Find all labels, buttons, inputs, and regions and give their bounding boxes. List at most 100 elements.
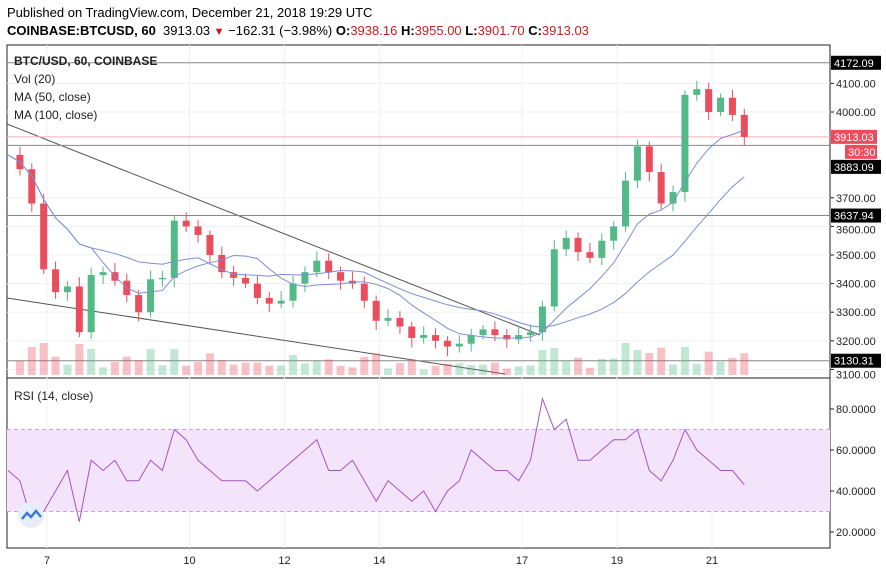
- volume-bar: [182, 365, 191, 375]
- y-tick-label: 3400.00: [836, 279, 876, 291]
- candle-body: [740, 114, 748, 137]
- x-tick-label: 19: [611, 555, 623, 567]
- ma100-line: [7, 154, 745, 328]
- legend-ma100[interactable]: MA (100, close): [14, 108, 98, 122]
- volume-bar: [75, 344, 84, 375]
- candle-body: [325, 260, 333, 273]
- volume-bar: [170, 349, 179, 375]
- volume-bar: [621, 343, 630, 375]
- rsi-tick-label: 60.0000: [836, 445, 876, 457]
- x-tick-label: 14: [373, 555, 385, 567]
- candle-body: [515, 335, 523, 340]
- x-tick-label: 17: [516, 555, 528, 567]
- volume-bar: [395, 363, 404, 375]
- volume-bar: [562, 361, 571, 375]
- volume-bar: [680, 347, 689, 375]
- volume-bar: [265, 365, 274, 375]
- volume-bar: [110, 362, 119, 375]
- candle-body: [52, 269, 60, 293]
- volume-bar: [229, 364, 238, 375]
- price-change: −162.31 (−3.98%): [228, 23, 333, 38]
- close-value: 3913.03: [541, 23, 589, 38]
- volume-bar: [39, 343, 48, 375]
- x-tick-label: 7: [44, 555, 50, 567]
- volume-bar: [407, 359, 416, 375]
- candle-body: [218, 255, 226, 273]
- candle-body: [265, 297, 273, 304]
- y-tick-label: 4100.00: [836, 78, 876, 90]
- rsi-tick-label: 80.0000: [836, 404, 876, 416]
- volume-bar: [146, 348, 155, 375]
- countdown-badge: [845, 144, 877, 159]
- volume-bar: [360, 357, 369, 375]
- level-label: 4172.09: [834, 58, 874, 70]
- legend-ma50[interactable]: MA (50, close): [14, 90, 91, 104]
- candle-body: [87, 275, 95, 333]
- volume-bar: [716, 361, 725, 375]
- rsi-line: [7, 396, 745, 523]
- volume-bar: [241, 362, 250, 375]
- rsi-band: [7, 429, 830, 512]
- level-label: 3637.94: [834, 211, 874, 223]
- volume-bar: [538, 350, 547, 375]
- candle-body: [182, 220, 190, 227]
- candle-body: [717, 97, 725, 112]
- legend-title: BTC/USD, 60, COINBASE: [14, 54, 158, 68]
- candle-body: [598, 240, 606, 258]
- candle-body: [75, 286, 83, 333]
- legend-vol[interactable]: Vol (20): [14, 72, 56, 86]
- legend-rsi[interactable]: RSI (14, close): [14, 389, 94, 403]
- y-tick-label: 4000.00: [836, 107, 876, 119]
- symbol-line: COINBASE:BTCUSD, 60 3913.03 ▼ −162.31 (−…: [7, 23, 589, 38]
- volume-bar: [574, 357, 583, 375]
- x-tick-label: 10: [183, 555, 195, 567]
- low-value: 3901.70: [477, 23, 525, 38]
- level-badge: [831, 55, 881, 70]
- volume-bar: [253, 362, 262, 375]
- ma50-line: [7, 129, 745, 339]
- volume-bar: [158, 365, 167, 375]
- candle-body: [645, 146, 653, 173]
- candle-body: [158, 277, 166, 280]
- volume-bar: [194, 362, 203, 375]
- candle-body: [135, 295, 143, 313]
- candle-body: [230, 272, 238, 278]
- candle-body: [705, 89, 713, 112]
- volume-bar: [312, 361, 321, 375]
- volume-bar: [479, 364, 488, 375]
- published-line: Published on TradingView.com, December 2…: [7, 5, 373, 20]
- volume-bar: [134, 360, 143, 375]
- volume-bar: [51, 356, 60, 375]
- volume-bar: [728, 358, 737, 375]
- candle-body: [277, 300, 285, 304]
- candle-body: [40, 203, 48, 270]
- volume-bar: [122, 356, 131, 375]
- level-label: 3883.09: [834, 162, 874, 174]
- high-value: 3955.00: [414, 23, 462, 38]
- volume-bar: [15, 360, 24, 375]
- candle-body: [170, 220, 178, 278]
- volume-bar: [526, 365, 535, 375]
- candle-body: [503, 335, 511, 340]
- candle-body: [455, 343, 463, 347]
- volume-bar: [467, 365, 476, 375]
- volume-bar: [657, 347, 666, 375]
- tradingview-logo-icon: [21, 509, 42, 520]
- volume-bar: [384, 368, 393, 375]
- candle-body: [622, 180, 630, 227]
- last-price-badge: [831, 129, 877, 144]
- volume-bar: [217, 360, 226, 375]
- candle-body: [538, 306, 546, 333]
- candle-body: [99, 272, 107, 276]
- volume-bar: [27, 347, 36, 375]
- volume-bar: [336, 366, 345, 375]
- open-value: 3938.16: [350, 23, 398, 38]
- candle-body: [693, 89, 701, 95]
- candle-body: [633, 146, 641, 181]
- volume-bar: [597, 359, 606, 375]
- candle-body: [562, 237, 570, 250]
- level-badge: [831, 159, 881, 174]
- countdown-label: 30:30: [848, 147, 876, 159]
